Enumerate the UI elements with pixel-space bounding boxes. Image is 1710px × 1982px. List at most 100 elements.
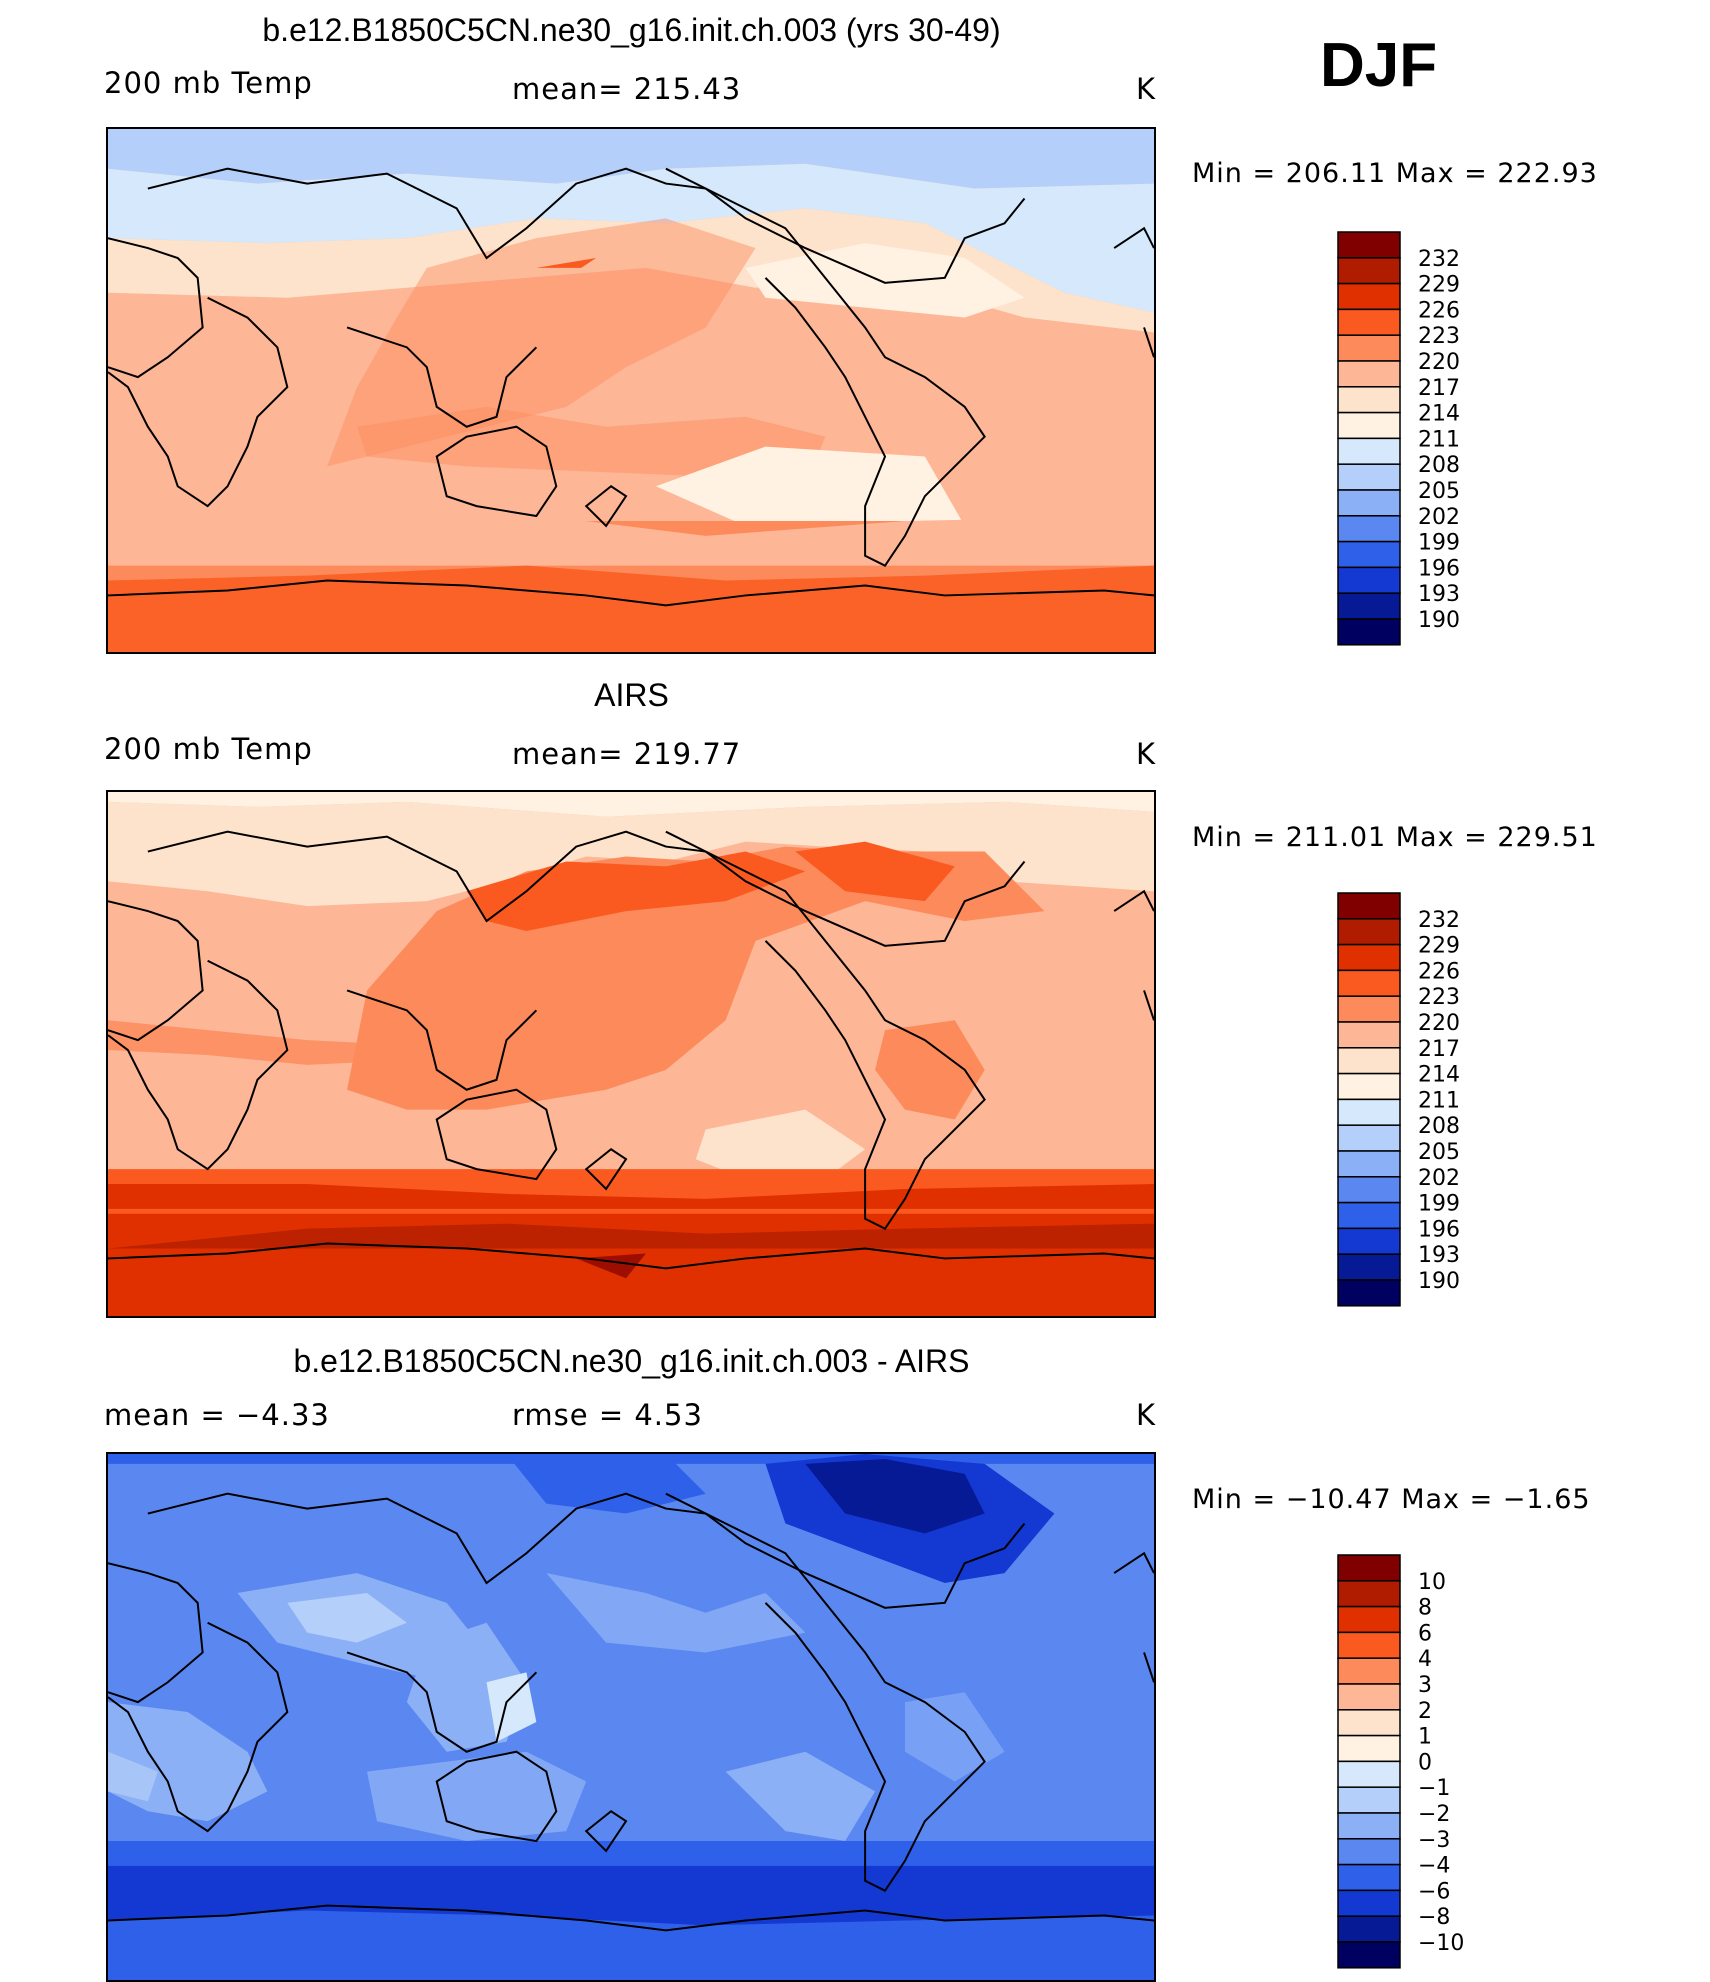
colorbar-tick-label: 217	[1418, 1037, 1460, 1062]
colorbar-tick-label: 193	[1418, 582, 1460, 607]
panel-model-colorbar-svg: 2322292262232202172142112082052021991961…	[1337, 231, 1460, 646]
panel-diff-map	[106, 1452, 1156, 1982]
colorbar-swatch	[1337, 386, 1401, 414]
colorbar-swatch	[1337, 1838, 1401, 1866]
colorbar-tick-label: 0	[1418, 1750, 1432, 1775]
colorbar-swatch	[1337, 1253, 1401, 1281]
colorbar-swatch	[1337, 1201, 1401, 1230]
colorbar-tick-label: −1	[1418, 1776, 1450, 1801]
colorbar-swatch	[1337, 489, 1401, 517]
colorbar-tick-label: 196	[1418, 1217, 1460, 1242]
panel-model-minmax: Min = 206.11 Max = 222.93	[1192, 158, 1598, 189]
colorbar-tick-label: 232	[1418, 908, 1460, 933]
colorbar-tick-label: −6	[1418, 1879, 1450, 1904]
colorbar-swatch	[1337, 1047, 1401, 1075]
colorbar-tick-label: 226	[1418, 298, 1460, 323]
colorbar-swatch	[1337, 1863, 1401, 1892]
colorbar-swatch	[1337, 515, 1401, 543]
colorbar-tick-label: 208	[1418, 453, 1460, 478]
colorbar-swatch	[1337, 1227, 1401, 1255]
colorbar-tick-label: 202	[1418, 1166, 1460, 1191]
colorbar-swatch	[1337, 360, 1401, 388]
panel-obs-mean-label: mean= 219.77	[512, 737, 742, 771]
colorbar-swatch	[1337, 1734, 1401, 1763]
colorbar-swatch	[1337, 411, 1401, 440]
colorbar-swatch	[1337, 1915, 1401, 1943]
colorbar-tick-label: 220	[1418, 350, 1460, 375]
colorbar-swatch	[1337, 282, 1401, 311]
colorbar-swatch	[1337, 1631, 1401, 1659]
colorbar-tick-label: 226	[1418, 959, 1460, 984]
panel-obs-title: AIRS	[594, 677, 669, 713]
colorbar-swatch	[1337, 618, 1401, 646]
colorbar-tick-label: 4	[1418, 1647, 1432, 1672]
panel-model-map	[106, 127, 1156, 654]
colorbar-swatch	[1337, 995, 1401, 1023]
panel-diff-rmse-label: rmse = 4.53	[512, 1398, 703, 1432]
colorbar-tick-label: 229	[1418, 934, 1460, 959]
colorbar-tick-label: −3	[1418, 1828, 1450, 1853]
colorbar-tick-label: 1	[1418, 1725, 1432, 1750]
panel-obs-map	[106, 790, 1156, 1318]
colorbar-tick-label: 193	[1418, 1243, 1460, 1268]
panel-diff-contour-field	[108, 1454, 1154, 1980]
colorbar-swatch	[1337, 1657, 1401, 1685]
colorbar-swatch	[1337, 943, 1401, 972]
colorbar-tick-label: 190	[1418, 1269, 1460, 1294]
colorbar-tick-label: 199	[1418, 1192, 1460, 1217]
colorbar-tick-label: 3	[1418, 1673, 1432, 1698]
panel-obs-colorbar-svg: 2322292262232202172142112082052021991961…	[1337, 892, 1460, 1307]
colorbar-tick-label: −10	[1418, 1931, 1464, 1956]
panel-obs-minmax: Min = 211.01 Max = 229.51	[1192, 822, 1598, 853]
colorbar-tick-label: 214	[1418, 402, 1460, 427]
colorbar-swatch	[1337, 1709, 1401, 1737]
colorbar-tick-label: 220	[1418, 1011, 1460, 1036]
colorbar-swatch	[1337, 1683, 1401, 1711]
colorbar-swatch	[1337, 257, 1401, 285]
panel-diff-units: K	[1136, 1398, 1157, 1432]
panel-diff-minmax: Min = −10.47 Max = −1.65	[1192, 1484, 1591, 1515]
colorbar-tick-label: 10	[1418, 1570, 1446, 1595]
colorbar-tick-label: 214	[1418, 1063, 1460, 1088]
colorbar-swatch	[1337, 334, 1401, 362]
colorbar-tick-label: −4	[1418, 1854, 1450, 1879]
colorbar-swatch	[1337, 1941, 1401, 1969]
panel-obs-contour-field	[108, 792, 1154, 1316]
colorbar-tick-label: 208	[1418, 1114, 1460, 1139]
colorbar-swatch	[1337, 1889, 1401, 1917]
colorbar-swatch	[1337, 1072, 1401, 1101]
colorbar-swatch	[1337, 308, 1401, 336]
colorbar-swatch	[1337, 1812, 1401, 1840]
colorbar-swatch	[1337, 1176, 1401, 1204]
colorbar-swatch	[1337, 1279, 1401, 1307]
colorbar-swatch	[1337, 231, 1401, 259]
panel-model-field-label: 200 mb Temp	[104, 66, 313, 100]
colorbar-swatch	[1337, 1605, 1401, 1634]
colorbar-swatch	[1337, 437, 1401, 465]
colorbar-swatch	[1337, 1098, 1401, 1126]
season-label: DJF	[1320, 31, 1438, 100]
colorbar-swatch	[1337, 540, 1401, 569]
panel-obs-field-label: 200 mb Temp	[104, 732, 313, 766]
colorbar-swatch	[1337, 1124, 1401, 1152]
panel-obs-colorbar: 232 229 226 223 220 217 214 211 208 205 202 199 196 1…	[1337, 892, 1478, 1313]
colorbar-tick-label: 211	[1418, 427, 1460, 452]
colorbar-tick-label: 2	[1418, 1699, 1432, 1724]
colorbar-tick-label: −8	[1418, 1905, 1450, 1930]
colorbar-swatch	[1337, 566, 1401, 594]
colorbar-tick-label: 199	[1418, 531, 1460, 556]
panel-diff-title: b.e12.B1850C5CN.ne30_g16.init.ch.003 - A…	[293, 1343, 970, 1379]
panel-diff-mean-label: mean = −4.33	[104, 1398, 330, 1432]
colorbar-tick-label: 190	[1418, 608, 1460, 633]
colorbar-swatch	[1337, 1150, 1401, 1178]
panel-model-title: b.e12.B1850C5CN.ne30_g16.init.ch.003 (yr…	[262, 12, 1001, 48]
colorbar-tick-label: 232	[1418, 247, 1460, 272]
colorbar-tick-label: 6	[1418, 1621, 1432, 1646]
panel-diff-colorbar: 10 8 6 4 3 2 1 0 −1 −2 −3 −4 −6 −8 −10	[1337, 1554, 1478, 1975]
colorbar-swatch	[1337, 1580, 1401, 1608]
colorbar-tick-label: 205	[1418, 1140, 1460, 1165]
colorbar-tick-label: −2	[1418, 1802, 1450, 1827]
colorbar-tick-label: 229	[1418, 273, 1460, 298]
colorbar-swatch	[1337, 592, 1401, 620]
